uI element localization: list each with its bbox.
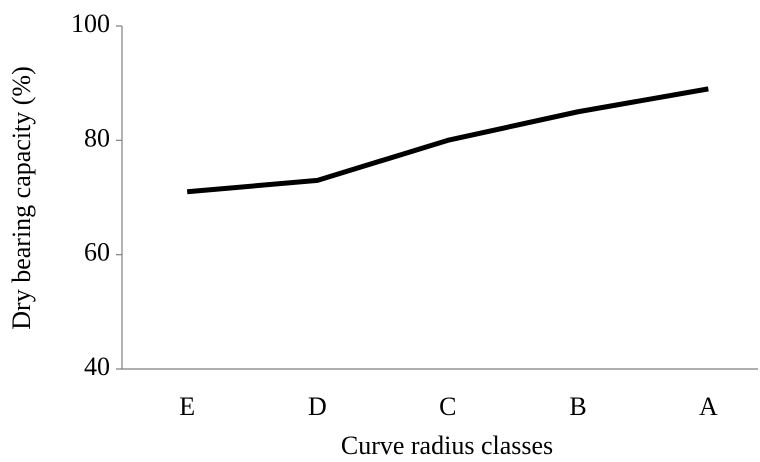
x-tick-label: C [439, 392, 456, 421]
y-tick-label: 60 [84, 238, 110, 267]
line-series [186, 86, 709, 195]
x-axis-label: Curve radius classes [341, 431, 553, 460]
y-axis-label: Dry bearing capacity (%) [7, 66, 36, 329]
x-tick-label: B [569, 392, 586, 421]
x-tick-label: D [308, 392, 327, 421]
y-tick-label: 100 [71, 9, 110, 38]
x-tick-label: A [699, 392, 718, 421]
y-tick-label: 80 [84, 123, 110, 152]
y-tick-label: 40 [84, 352, 110, 381]
x-tick-label: E [179, 392, 195, 421]
